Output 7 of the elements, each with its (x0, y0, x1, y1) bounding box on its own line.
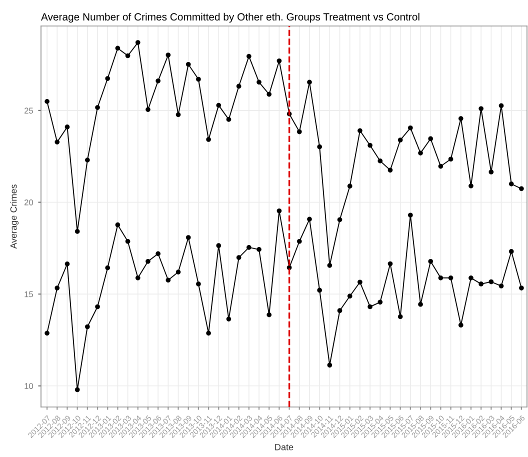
x-axis-title: Date (275, 444, 294, 450)
y-tick-label: 25 (24, 108, 34, 114)
chart-title: Average Number of Crimes Committed by Other eth. Groups Treatment vs Control (41, 12, 420, 23)
y-tick-label: 10 (24, 383, 34, 389)
y-tick-label: 20 (24, 199, 34, 206)
y-axis-title: Average Crimes (10, 184, 19, 249)
y-tick-label: 15 (24, 291, 34, 298)
